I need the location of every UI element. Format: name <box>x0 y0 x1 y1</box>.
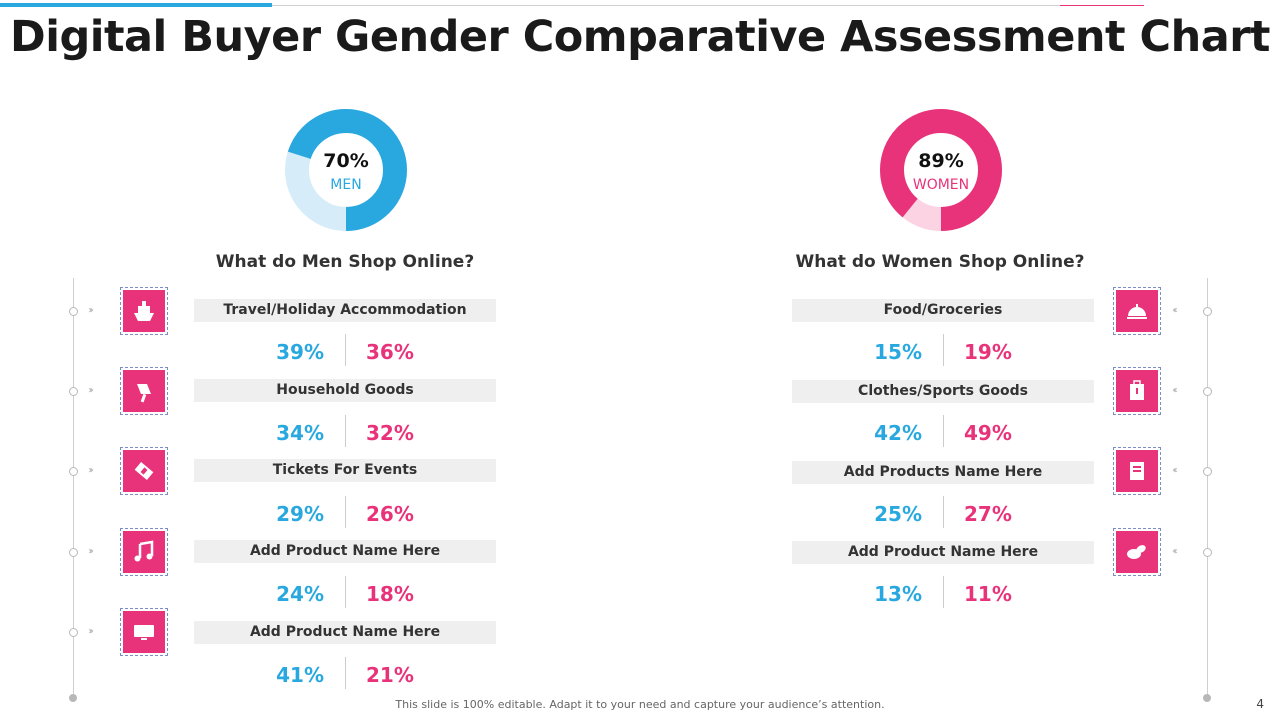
book-icon <box>1116 450 1158 492</box>
women-timeline-end-dot <box>1203 694 1211 702</box>
women-timeline <box>1207 278 1208 698</box>
value-divider <box>345 334 346 366</box>
ship-icon <box>123 290 165 332</box>
timeline-node <box>1203 467 1212 476</box>
men-item-women-value: 21% <box>366 663 414 687</box>
timeline-node <box>1203 307 1212 316</box>
women-donut-label: WOMEN <box>912 177 970 193</box>
value-divider <box>345 496 346 528</box>
women-item-men-value: 13% <box>874 582 922 606</box>
men-timeline-end-dot <box>69 694 77 702</box>
value-divider <box>943 496 944 528</box>
men-item-men-value: 39% <box>276 340 324 364</box>
women-item-women-value: 27% <box>964 502 1012 526</box>
women-item-label: Add Product Name Here <box>792 541 1094 564</box>
chevrons-right-icon: ››› <box>88 385 94 396</box>
value-divider <box>345 415 346 447</box>
men-item-men-value: 24% <box>276 582 324 606</box>
shopping-bag-icon <box>1116 370 1158 412</box>
pills-icon <box>1116 531 1158 573</box>
men-donut-chart <box>285 109 407 231</box>
timeline-node <box>1203 548 1212 557</box>
women-item-men-value: 15% <box>874 340 922 364</box>
women-item-men-value: 25% <box>874 502 922 526</box>
men-item-men-value: 34% <box>276 421 324 445</box>
cloche-icon <box>1116 290 1158 332</box>
women-section-heading: What do Women Shop Online? <box>795 252 1085 272</box>
chevrons-left-icon: ‹‹‹ <box>1172 465 1178 476</box>
women-item-women-value: 11% <box>964 582 1012 606</box>
women-donut-chart <box>880 109 1002 231</box>
men-donut-value-arc <box>285 109 407 231</box>
value-divider <box>943 576 944 608</box>
women-item-icon-frame <box>1113 287 1161 335</box>
men-item-icon-frame <box>120 447 168 495</box>
men-timeline <box>73 278 74 698</box>
women-item-label: Food/Groceries <box>792 299 1094 322</box>
chevrons-left-icon: ‹‹‹ <box>1172 546 1178 557</box>
timeline-node <box>69 307 78 316</box>
men-item-icon-frame <box>120 287 168 335</box>
chevrons-left-icon: ‹‹‹ <box>1172 305 1178 316</box>
men-donut-label: MEN <box>330 177 362 193</box>
men-item-icon-frame <box>120 608 168 656</box>
men-item-label: Travel/Holiday Accommodation <box>194 299 496 322</box>
women-item-women-value: 49% <box>964 421 1012 445</box>
page-number: 4 <box>1256 697 1264 711</box>
timeline-node <box>69 628 78 637</box>
men-item-label: Household Goods <box>194 379 496 402</box>
men-item-icon-frame <box>120 367 168 415</box>
chevrons-right-icon: ››› <box>88 626 94 637</box>
men-item-women-value: 36% <box>366 340 414 364</box>
timeline-node <box>69 467 78 476</box>
men-item-women-value: 18% <box>366 582 414 606</box>
men-item-men-value: 29% <box>276 502 324 526</box>
value-divider <box>943 334 944 366</box>
women-item-icon-frame <box>1113 367 1161 415</box>
women-item-men-value: 42% <box>874 421 922 445</box>
women-item-women-value: 19% <box>964 340 1012 364</box>
men-item-label: Add Product Name Here <box>194 621 496 644</box>
top-accent-line <box>272 5 1144 6</box>
women-item-label: Clothes/Sports Goods <box>792 380 1094 403</box>
top-accent-line-blue <box>0 3 272 7</box>
men-item-men-value: 41% <box>276 663 324 687</box>
men-item-label: Add Product Name Here <box>194 540 496 563</box>
women-item-icon-frame <box>1113 447 1161 495</box>
women-item-icon-frame <box>1113 528 1161 576</box>
chevrons-right-icon: ››› <box>88 546 94 557</box>
timeline-node <box>69 548 78 557</box>
music-icon <box>123 531 165 573</box>
ticket-icon <box>123 450 165 492</box>
timeline-node <box>69 387 78 396</box>
value-divider <box>345 657 346 689</box>
page-title: Digital Buyer Gender Comparative Assessm… <box>10 12 1270 62</box>
women-item-label: Add Products Name Here <box>792 461 1094 484</box>
men-donut-percent: 70% <box>323 150 369 172</box>
men-item-women-value: 32% <box>366 421 414 445</box>
timeline-node <box>1203 387 1212 396</box>
men-section-heading: What do Men Shop Online? <box>215 252 475 272</box>
chevrons-right-icon: ››› <box>88 465 94 476</box>
men-item-label: Tickets For Events <box>194 459 496 482</box>
men-item-icon-frame <box>120 528 168 576</box>
value-divider <box>943 415 944 447</box>
top-accent-line-pink <box>1060 5 1144 6</box>
women-donut-value-arc <box>880 109 1002 231</box>
chevrons-right-icon: ››› <box>88 305 94 316</box>
value-divider <box>345 576 346 608</box>
men-item-women-value: 26% <box>366 502 414 526</box>
footer-note: This slide is 100% editable. Adapt it to… <box>395 698 885 711</box>
broom-icon <box>123 370 165 412</box>
chevrons-left-icon: ‹‹‹ <box>1172 385 1178 396</box>
monitor-icon <box>123 611 165 653</box>
women-donut-percent: 89% <box>918 150 964 172</box>
